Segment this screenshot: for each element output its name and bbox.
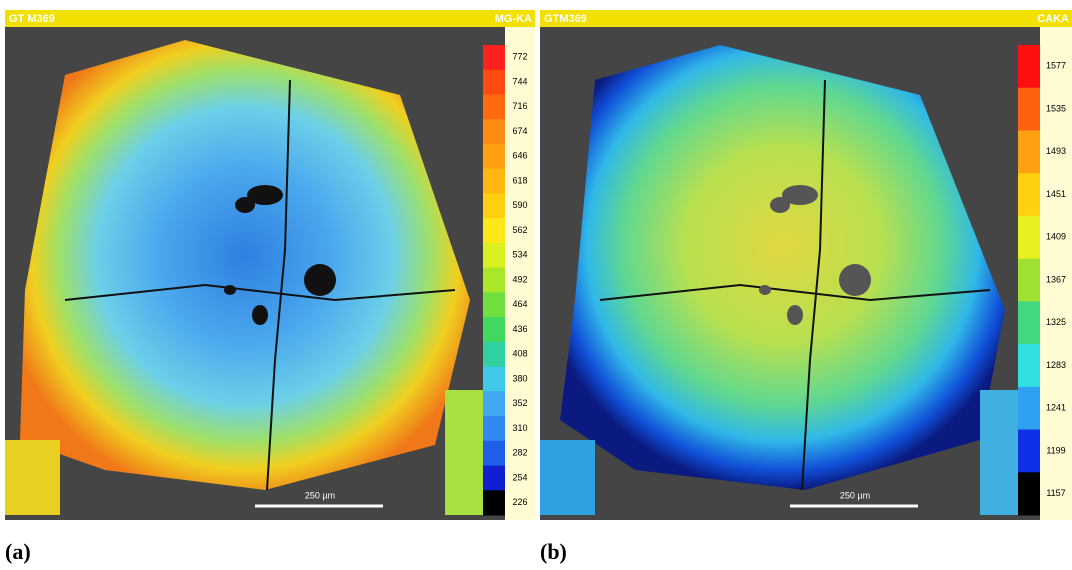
scale-label: 1325 (1046, 317, 1066, 327)
scale-label: 534 (512, 250, 527, 260)
neighbour-grain (980, 390, 1018, 515)
crystal-map (20, 40, 470, 490)
scale-label: 562 (512, 225, 527, 235)
scale-label: 1241 (1046, 403, 1066, 413)
scale-label: 226 (512, 497, 527, 507)
scale-band (483, 342, 505, 367)
scale-band (483, 490, 505, 515)
scale-band (483, 416, 505, 441)
scale-label: 464 (512, 299, 527, 309)
scale-band (1018, 173, 1040, 216)
scale-label: 380 (512, 373, 527, 383)
scale-band (483, 119, 505, 144)
element-label: CAKA (1037, 13, 1069, 25)
panel-title: GT M369 (9, 13, 55, 25)
scale-label: 492 (512, 274, 527, 284)
scale-label: 1199 (1046, 445, 1065, 455)
inclusion (770, 197, 790, 213)
scale-label: 1367 (1046, 274, 1066, 284)
inclusion (759, 285, 771, 295)
scale-label: 1535 (1046, 103, 1066, 113)
neighbour-grain (5, 440, 60, 515)
scale-band (1018, 130, 1040, 173)
inclusion (252, 305, 268, 325)
caption: (b) (540, 539, 567, 564)
panel: GT M369 MG-KA 772 744 716 674 646 618 590 562 534 4… (5, 10, 535, 564)
scale-label: 1157 (1046, 488, 1065, 498)
inclusion (224, 285, 236, 295)
inclusion (839, 264, 871, 296)
scale-band (1018, 45, 1040, 88)
scale-label: 590 (512, 200, 527, 210)
scale-band (1018, 472, 1040, 515)
scale-label: 436 (512, 324, 527, 334)
scale-label: 1283 (1046, 360, 1066, 370)
scale-band (483, 466, 505, 491)
scale-label: 282 (512, 448, 527, 458)
scale-band (483, 94, 505, 119)
inclusion (304, 264, 336, 296)
scale-band (483, 317, 505, 342)
panel: GTM369 CAKA 1577 1535 1493 1451 1409 1367 1325 12… (540, 10, 1072, 564)
neighbour-grain (445, 390, 483, 515)
scale-label: 744 (512, 76, 527, 86)
scale-label: 1451 (1046, 189, 1066, 199)
scale-label: 352 (512, 398, 527, 408)
scale-label: 310 (512, 423, 527, 433)
scale-band (483, 45, 505, 70)
scale-bar-label: 250 µm (840, 490, 870, 500)
neighbour-grain (540, 440, 595, 515)
scale-band (483, 218, 505, 243)
scale-band (1018, 430, 1040, 473)
scale-label: 646 (512, 151, 527, 161)
scale-band (1018, 301, 1040, 344)
scale-band (483, 169, 505, 194)
scale-label: 1577 (1046, 61, 1066, 71)
scale-label: 772 (512, 52, 527, 62)
scale-label: 1493 (1046, 146, 1066, 156)
scale-label: 254 (512, 472, 527, 482)
scale-band (483, 193, 505, 218)
scale-band (483, 243, 505, 268)
caption: (a) (5, 539, 31, 564)
scale-label: 408 (512, 349, 527, 359)
scale-band (1018, 344, 1040, 387)
scale-band (483, 144, 505, 169)
scale-band (483, 70, 505, 95)
element-label: MG-KA (495, 13, 532, 25)
scale-band (483, 367, 505, 392)
scale-band (1018, 259, 1040, 302)
scale-bar-label: 250 µm (305, 490, 335, 500)
panel-title: GTM369 (544, 13, 587, 25)
header-bar (5, 10, 535, 27)
scale-band (1018, 216, 1040, 259)
scale-label: 618 (512, 175, 527, 185)
scale-band (483, 391, 505, 416)
figure: GT M369 MG-KA 772 744 716 674 646 618 590 562 534 4… (0, 0, 1072, 570)
scale-band (1018, 88, 1040, 131)
scale-label: 1409 (1046, 232, 1066, 242)
scale-band (1018, 387, 1040, 430)
inclusion (235, 197, 255, 213)
header-bar (540, 10, 1072, 27)
inclusion (787, 305, 803, 325)
scale-band (483, 268, 505, 293)
scale-label: 716 (512, 101, 527, 111)
scale-band (483, 441, 505, 466)
scale-label: 674 (512, 126, 527, 136)
scale-band (483, 292, 505, 317)
